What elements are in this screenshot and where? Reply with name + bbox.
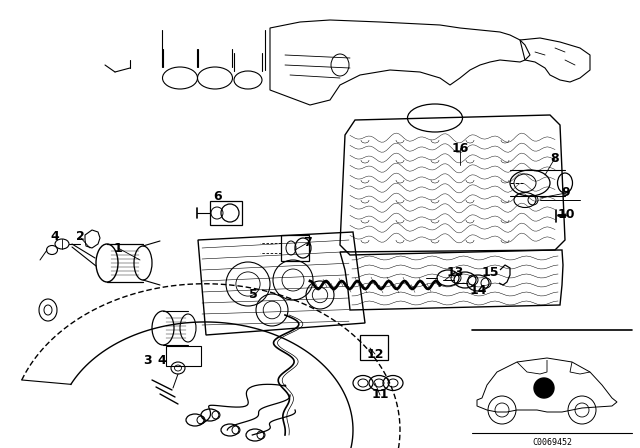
Text: 13: 13 xyxy=(446,266,464,279)
Text: 1: 1 xyxy=(114,241,122,254)
Text: 9: 9 xyxy=(562,186,570,199)
Bar xyxy=(360,335,388,360)
Text: 3: 3 xyxy=(144,353,152,366)
Text: 8: 8 xyxy=(550,151,559,164)
Text: C0069452: C0069452 xyxy=(532,438,572,447)
Bar xyxy=(166,346,201,366)
Text: 10: 10 xyxy=(557,207,575,220)
Circle shape xyxy=(534,378,554,398)
Bar xyxy=(210,201,242,225)
Text: 7: 7 xyxy=(303,237,312,250)
Text: 12: 12 xyxy=(366,348,384,361)
Text: 15: 15 xyxy=(481,266,499,279)
Text: 5: 5 xyxy=(248,289,257,302)
Text: 4: 4 xyxy=(51,231,60,244)
Text: 11: 11 xyxy=(371,388,388,401)
Bar xyxy=(281,235,309,261)
Text: 4: 4 xyxy=(157,353,166,366)
Text: 14: 14 xyxy=(469,284,487,297)
Text: 16: 16 xyxy=(451,142,468,155)
Text: 2: 2 xyxy=(76,231,84,244)
Text: 6: 6 xyxy=(214,190,222,203)
